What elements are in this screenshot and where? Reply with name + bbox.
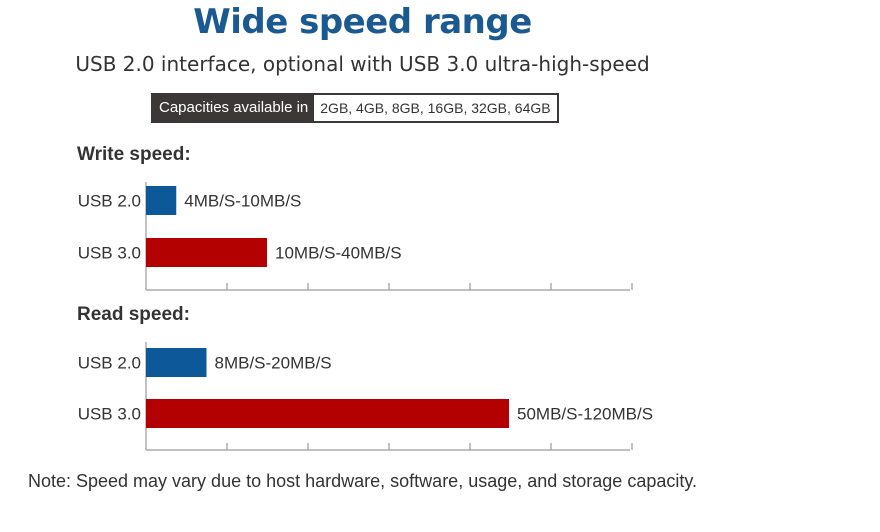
write-category-label: USB 2.0 (78, 192, 141, 211)
capacities-box: Capacities available in 2GB, 4GB, 8GB, 1… (151, 93, 559, 123)
read-speed-title: Read speed: (77, 304, 190, 325)
write-data-label: 10MB/S-40MB/S (275, 244, 402, 263)
page-subtitle: USB 2.0 interface, optional with USB 3.0… (75, 52, 650, 76)
write-data-label: 4MB/S-10MB/S (184, 192, 301, 211)
write-speed-title: Write speed: (77, 144, 191, 165)
read-bar-usb3 (146, 399, 509, 428)
write-bar-usb2 (146, 186, 177, 215)
read-bar-usb2 (146, 348, 207, 377)
page-title: Wide speed range (193, 2, 532, 42)
read-data-label: 50MB/S-120MB/S (517, 405, 653, 424)
capacities-label: Capacities available in (153, 95, 315, 121)
write-bar-usb3 (146, 238, 267, 267)
capacities-values: 2GB, 4GB, 8GB, 16GB, 32GB, 64GB (314, 95, 557, 121)
write-category-label: USB 3.0 (78, 244, 141, 263)
read-category-label: USB 3.0 (78, 405, 141, 424)
read-data-label: 8MB/S-20MB/S (215, 354, 332, 373)
read-category-label: USB 2.0 (78, 354, 141, 373)
note-text: Note: Speed may vary due to host hardwar… (27, 471, 698, 491)
